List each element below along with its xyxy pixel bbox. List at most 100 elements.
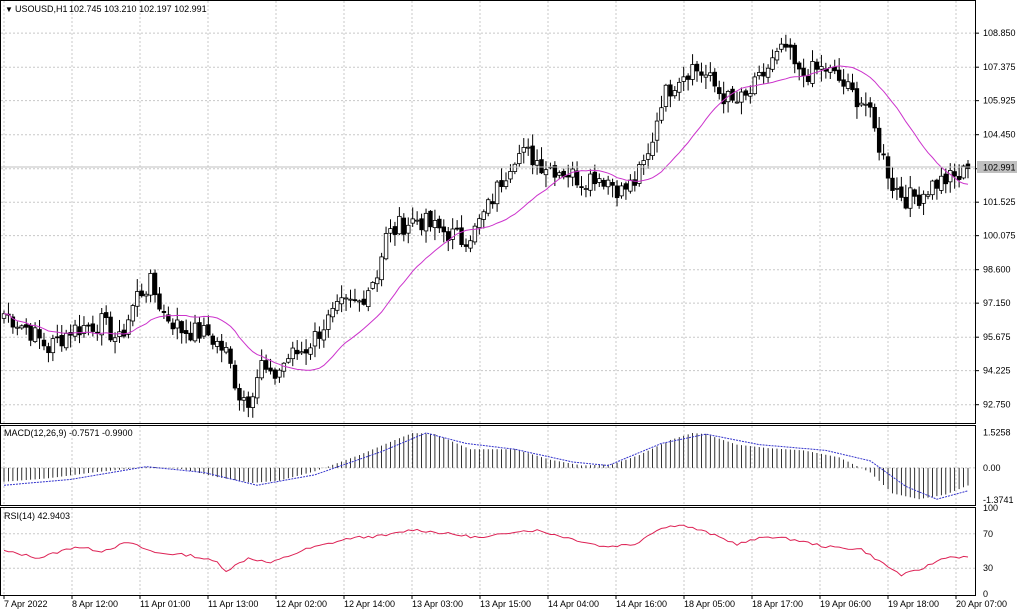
candle-body [619,185,624,197]
candle-body [237,388,242,401]
candle-body [526,146,531,149]
candle-body [250,396,255,408]
candle-body [539,159,544,174]
time-tick-label: 13 Apr 15:00 [480,599,531,609]
candle-body [863,103,869,106]
candle-body [690,64,695,80]
candle-body [281,362,287,372]
candle-body [512,163,518,172]
candle-body [796,62,802,70]
candle-body [956,176,962,180]
candle-body [86,324,91,327]
candle-body [112,337,118,342]
candle-body [645,153,651,160]
candle-body [703,74,709,78]
rsi-grid [1,508,975,595]
time-tick-label: 13 Apr 03:00 [412,599,463,609]
candle-body [334,301,340,311]
candle-body [1,313,7,319]
candle-body [792,44,797,65]
candle-body [179,321,184,334]
symbol-label: USOUSD,H1 [15,4,68,14]
candle-body [72,324,78,337]
candle-body [24,324,29,328]
current-price-label: 102.991 [983,163,1016,173]
candle-body [486,199,491,214]
candle-body [317,331,322,339]
candle-body [961,165,966,179]
macd-tick-label: 1.5258 [983,427,1011,437]
candle-body [152,272,158,296]
main-price-axis[interactable]: 108.850107.375105.925104.450102.975101.5… [975,28,1016,410]
candle-body [779,43,784,50]
candle-body [672,90,678,97]
time-tick-label: 7 Apr 2022 [4,599,48,609]
candle-body [925,194,931,197]
candle-body [188,332,193,341]
time-tick-label: 11 Apr 01:00 [140,599,190,609]
candle-body [330,308,335,318]
time-axis[interactable]: 7 Apr 2022 8 Apr 12:00 11 Apr 01:00 11 Apr … [3,595,1007,609]
candle-body [299,351,304,354]
candle-body [130,305,136,322]
candle-body [810,61,815,84]
candle-body [890,177,895,191]
candle-body [965,163,971,169]
candle-body [632,179,638,186]
candle-body [423,212,429,232]
candle-body [166,314,171,322]
time-tick-label: 14 Apr 16:00 [616,599,667,609]
candle-body [668,84,673,97]
candle-body [143,293,149,297]
candle-body [126,319,131,335]
candle-body [876,127,882,153]
candle-body [343,297,349,300]
candle-body [454,227,460,230]
candle-body [263,360,269,370]
rsi-value-axis[interactable]: 100 70 30 0 [983,503,998,599]
macd-signal-line [3,432,969,500]
candle-body [55,336,60,339]
candle-body [272,369,278,379]
macd-title: MACD(12,26,9) -0.7571 -0.9900 [4,428,133,438]
time-tick-label: 12 Apr 02:00 [276,599,327,609]
time-tick-label: 19 Apr 06:00 [820,599,871,609]
candle-body [610,182,615,186]
candle-body [708,72,713,76]
candle-body [121,329,127,337]
candle-body [734,101,740,104]
candle-body [481,211,486,220]
rsi-panel-frame[interactable] [0,507,976,596]
candle-body [468,240,473,249]
candle-body [406,224,411,234]
dropdown-arrow-icon[interactable]: ▼ [5,5,13,14]
candle-body [294,349,300,355]
candle-body [565,174,571,178]
candle-body [623,183,629,190]
candle-body [748,93,753,97]
candle-body [601,179,606,187]
candle-body [783,43,789,48]
candle-body [286,358,291,363]
candle-body [148,273,153,296]
candle-body [805,75,811,82]
candle-body [277,369,282,378]
candle-body [28,325,33,341]
candle-body [357,300,362,303]
macd-tick-label: 0.00 [983,463,1001,473]
candle-body [494,181,500,205]
candle-body [499,180,504,187]
candle-body [388,228,393,234]
candle-body [663,84,669,107]
candle-body [32,327,38,342]
candle-body [681,76,686,82]
price-tick-label: 107.375 [983,62,1016,72]
candle-body [788,44,793,48]
candle-body [743,90,749,96]
candle-body [761,71,766,77]
candle-body [241,397,247,401]
candle-body [850,82,855,91]
macd-value-axis[interactable]: 1.5258 0.00 -1.3741 [983,427,1014,504]
time-tick-label: 11 Apr 13:00 [208,599,258,609]
